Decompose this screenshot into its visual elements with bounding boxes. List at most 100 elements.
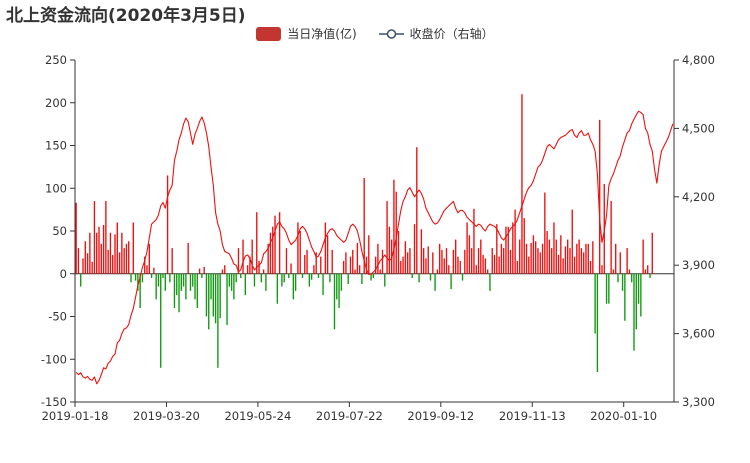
inflow-bar — [505, 226, 507, 274]
inflow-bar — [75, 202, 77, 274]
inflow-bar — [592, 241, 594, 274]
inflow-bar — [393, 179, 395, 274]
y-left-tick-label: 150 — [45, 139, 67, 153]
inflow-bar — [118, 252, 121, 274]
inflow-bar — [521, 94, 523, 274]
inflow-bar — [509, 249, 512, 274]
inflow-bar — [418, 273, 420, 283]
inflow-bar — [470, 248, 473, 274]
inflow-bar — [272, 226, 274, 274]
inflow-bar — [573, 256, 576, 274]
inflow-bar — [644, 269, 647, 274]
inflow-bar — [438, 243, 441, 274]
inflow-bar — [256, 212, 258, 274]
inflow-bar — [461, 273, 464, 281]
inflow-bar — [217, 273, 219, 368]
legend-item-net-inflow[interactable]: 当日净值(亿) — [256, 25, 357, 42]
y-right-tick-label: 4,500 — [682, 121, 715, 135]
chart-title: 北上资金流向(2020年3月5日) — [6, 6, 246, 26]
inflow-bar — [637, 273, 640, 304]
inflow-bar — [443, 258, 445, 274]
inflow-bar — [274, 215, 276, 274]
inflow-bar — [329, 273, 331, 283]
inflow-bar — [541, 243, 544, 274]
inflow-bar — [411, 273, 413, 279]
inflow-bar — [347, 273, 349, 285]
inflow-bar — [601, 265, 603, 274]
inflow-bar — [244, 273, 247, 296]
inflow-bar — [580, 248, 583, 274]
inflow-bar — [422, 248, 425, 274]
inflow-bar — [283, 273, 285, 283]
inflow-bar — [612, 269, 615, 274]
inflow-bar — [464, 249, 466, 274]
inflow-bar — [402, 256, 404, 274]
inflow-bar — [404, 241, 407, 274]
inflow-bar — [237, 248, 240, 274]
inflow-bar — [450, 273, 452, 290]
y-right-tick-label: 3,300 — [682, 395, 715, 409]
inflow-bar — [269, 232, 272, 274]
inflow-bar — [189, 273, 192, 291]
inflow-bar — [82, 258, 84, 274]
inflow-bar — [171, 248, 173, 274]
inflow-bar — [356, 242, 359, 274]
y-right-tick-label: 3,900 — [682, 258, 715, 272]
y-left-tick-label: -50 — [48, 310, 67, 324]
inflow-bar — [633, 273, 635, 351]
inflow-bar — [649, 273, 651, 279]
inflow-bar — [242, 239, 244, 274]
inflow-bar — [114, 234, 116, 274]
inflow-bar — [640, 273, 642, 317]
line-series — [75, 110, 674, 385]
inflow-bar — [420, 229, 423, 274]
inflow-bar — [427, 246, 429, 274]
inflow-bar — [276, 273, 279, 304]
inflow-bar — [258, 260, 260, 274]
inflow-bar — [333, 273, 336, 330]
inflow-bar — [377, 243, 379, 274]
y-left-tick-label: -150 — [41, 395, 67, 409]
inflow-bar — [176, 273, 178, 296]
inflow-bar — [496, 224, 498, 274]
inflow-bar — [141, 273, 144, 283]
inflow-bar — [489, 273, 491, 291]
inflow-bar — [539, 252, 541, 274]
inflow-bar — [214, 273, 217, 324]
inflow-bar — [491, 248, 493, 274]
inflow-bar — [313, 265, 315, 274]
inflow-bar — [596, 273, 599, 373]
inflow-bar — [338, 273, 340, 308]
inflow-bar — [157, 273, 160, 287]
inflow-bar — [201, 273, 203, 279]
inflow-bar — [180, 273, 182, 291]
inflow-bar — [518, 239, 521, 274]
inflow-bar — [240, 273, 242, 279]
inflow-bar — [651, 232, 653, 274]
inflow-bar — [178, 273, 180, 313]
inflow-bar — [429, 273, 432, 281]
inflow-bar — [260, 273, 263, 283]
inflow-bar — [123, 248, 125, 274]
inflow-bar — [562, 258, 564, 274]
inflow-bar — [144, 256, 146, 274]
inflow-bar — [475, 265, 477, 274]
inflow-bar — [583, 252, 585, 274]
inflow-bar — [221, 269, 224, 274]
inflow-bar — [155, 273, 157, 300]
inflow-bar — [445, 248, 448, 274]
inflow-bar — [290, 263, 292, 274]
inflow-bar — [473, 208, 475, 274]
inflow-bar — [326, 235, 329, 274]
inflow-bar — [226, 273, 228, 326]
inflow-bar — [208, 273, 210, 330]
legend-item-close-price[interactable]: 收盘价（右轴） — [378, 25, 494, 42]
inflow-bar — [148, 243, 150, 274]
x-tick-label: 2019-03-20 — [133, 409, 200, 423]
inflow-bar — [105, 201, 107, 274]
inflow-bar — [116, 222, 118, 274]
inflow-bar — [468, 235, 471, 274]
y-right-tick-label: 4,200 — [682, 190, 715, 204]
inflow-bar — [112, 254, 114, 274]
